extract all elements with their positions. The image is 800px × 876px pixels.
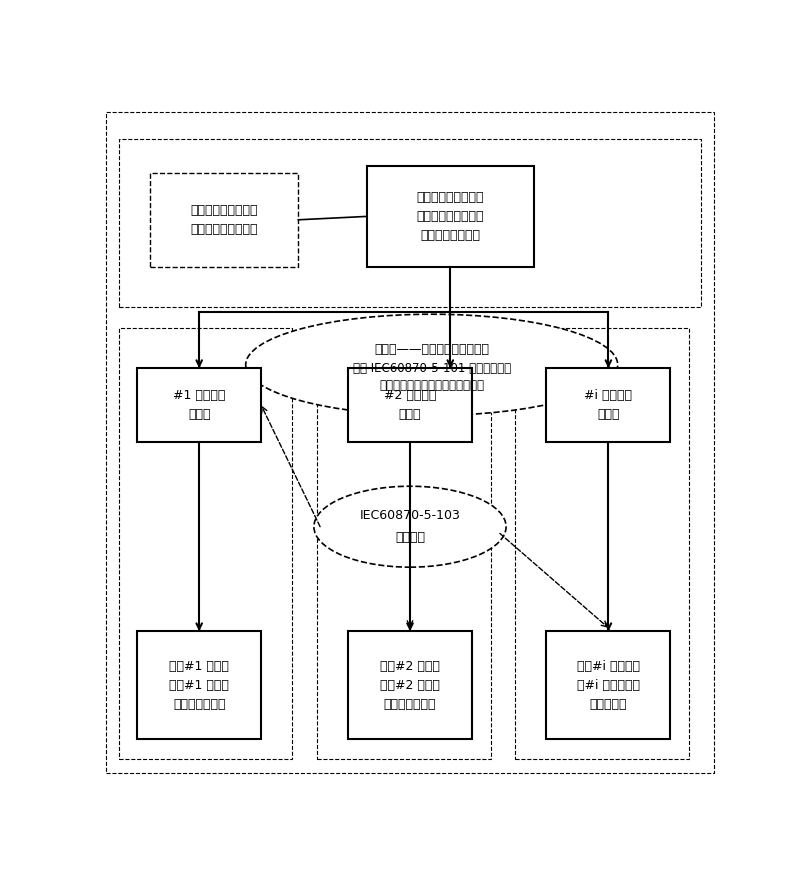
Bar: [348, 632, 472, 739]
Text: 通信规约: 通信规约: [395, 531, 425, 544]
Bar: [138, 632, 261, 739]
Text: 广域备用电源自动投切通信规约）: 广域备用电源自动投切通信规约）: [379, 378, 484, 392]
Text: #i 变电站主
控单元: #i 变电站主 控单元: [584, 389, 632, 421]
Text: IEC60870-5-103: IEC60870-5-103: [359, 510, 461, 522]
Text: 位于#1 变电站
端的#1 备用电
源自动投切装置: 位于#1 变电站 端的#1 备用电 源自动投切装置: [170, 660, 229, 710]
Text: 广域备用电源自动投
切控制系统人机界面: 广域备用电源自动投 切控制系统人机界面: [190, 204, 258, 236]
Bar: [118, 328, 292, 759]
Bar: [138, 368, 261, 442]
Ellipse shape: [246, 314, 618, 415]
Bar: [366, 166, 534, 267]
Text: （在 IEC60870-5-101 规约上改造的: （在 IEC60870-5-101 规约上改造的: [353, 362, 510, 375]
Bar: [546, 368, 670, 442]
Text: #2 变电站主
控单元: #2 变电站主 控单元: [384, 389, 436, 421]
Ellipse shape: [314, 486, 506, 567]
Text: #1 变电站主
控单元: #1 变电站主 控单元: [173, 389, 226, 421]
Bar: [150, 173, 298, 267]
Bar: [515, 328, 689, 759]
Text: 位于#i 变电站端
的#i 备用电源自
动投切装置: 位于#i 变电站端 的#i 备用电源自 动投切装置: [577, 660, 640, 710]
Bar: [118, 139, 702, 307]
Bar: [348, 368, 472, 442]
Bar: [546, 632, 670, 739]
Bar: [317, 328, 490, 759]
Text: 位于主站端的广域备
用电源自动投切计算
机信息和控制平台: 位于主站端的广域备 用电源自动投切计算 机信息和控制平台: [417, 191, 484, 242]
Text: 位于#2 变电站
端的#2 备用电
源自动投切装置: 位于#2 变电站 端的#2 备用电 源自动投切装置: [380, 660, 440, 710]
Text: 主站端——厂站端的电力通信网: 主站端——厂站端的电力通信网: [374, 343, 490, 357]
